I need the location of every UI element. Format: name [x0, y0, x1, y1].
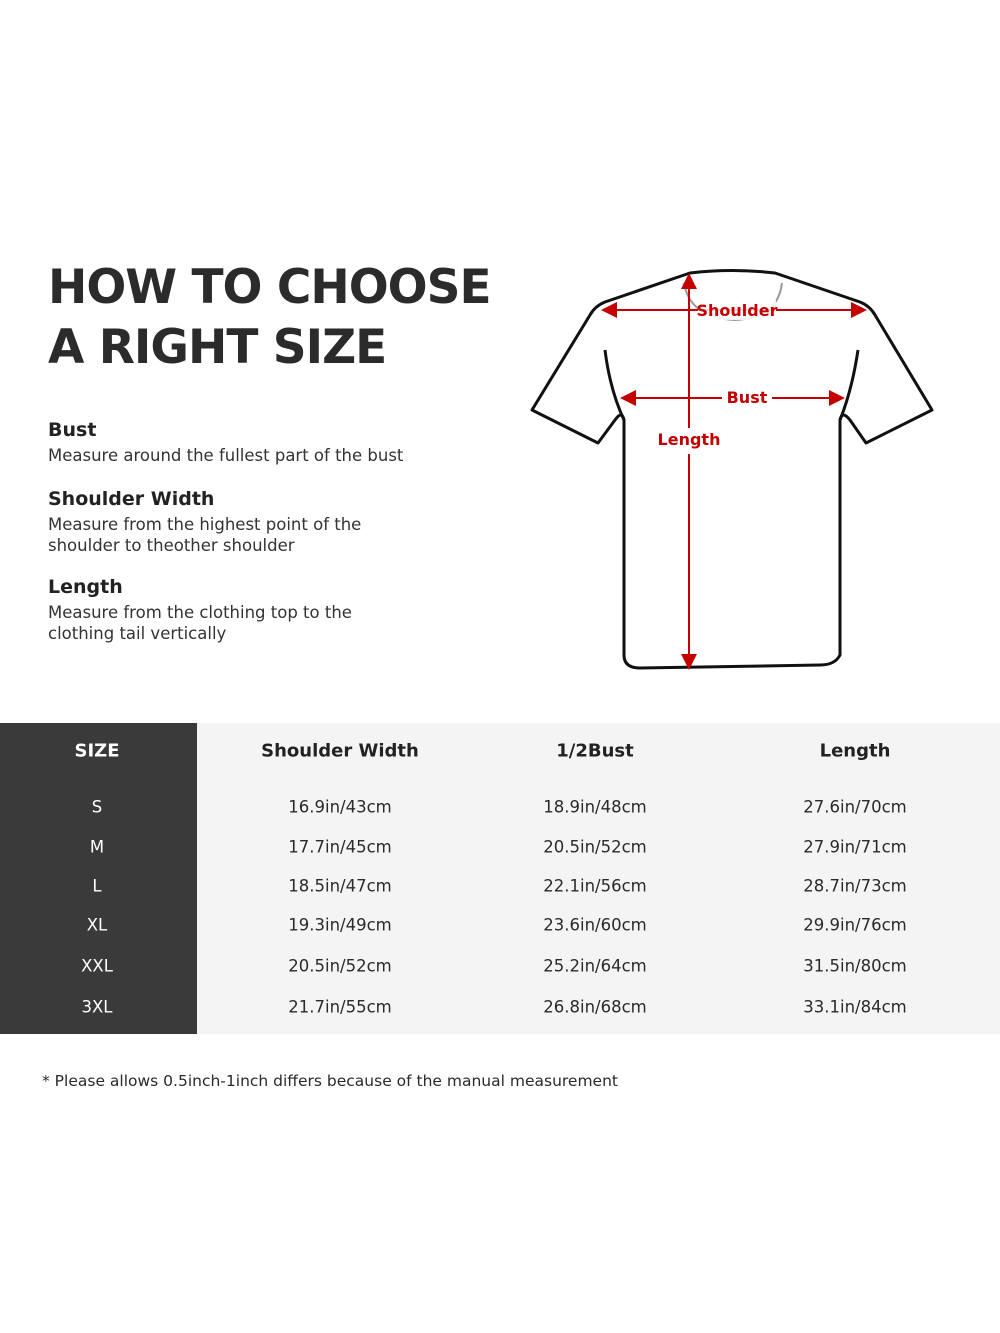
table-cell: 28.7in/73cm	[803, 876, 907, 896]
table-cell: 20.5in/52cm	[543, 837, 647, 857]
size-label: M	[89, 837, 105, 857]
section-heading: Length	[48, 576, 123, 598]
shoulder-label: Shoulder	[697, 301, 778, 320]
size-column	[0, 723, 197, 1034]
size-label: XL	[86, 915, 108, 935]
tshirt-diagram: Shoulder Bust Length	[530, 269, 934, 670]
table-cell: 20.5in/52cm	[288, 956, 392, 976]
measurement-note: * Please allows 0.5inch-1inch differs be…	[42, 1072, 618, 1090]
table-cell: 27.6in/70cm	[803, 797, 907, 817]
table-cell: 27.9in/71cm	[803, 837, 907, 857]
table-cell: 25.2in/64cm	[543, 956, 647, 976]
title-line-1: HOW TO CHOOSE	[48, 260, 492, 315]
column-header: SIZE	[74, 740, 120, 762]
table-cell: 16.9in/43cm	[288, 797, 392, 817]
table-cell: 29.9in/76cm	[803, 915, 907, 935]
column-header: 1/2Bust	[556, 740, 634, 762]
table-cell: 17.7in/45cm	[288, 837, 392, 857]
table-cell: 23.6in/60cm	[543, 915, 647, 935]
bust-section: Bust Measure around the fullest part of …	[48, 417, 438, 466]
left-armhole-seam	[603, 349, 626, 421]
section-text: Measure from the highest point of the sh…	[48, 515, 362, 555]
title-line-2: A RIGHT SIZE	[48, 320, 387, 375]
shoulder-label-backdrop	[698, 300, 776, 320]
section-text: Measure from the clothing top to the clo…	[48, 603, 352, 643]
length-section: Length Measure from the clothing top to …	[48, 574, 388, 644]
length-label-backdrop	[655, 428, 723, 454]
right-armhole-seam	[838, 349, 860, 421]
table-cell: 33.1in/84cm	[803, 997, 907, 1017]
size-label: XXL	[81, 956, 113, 976]
section-heading: Shoulder Width	[48, 488, 215, 510]
table-cell: 22.1in/56cm	[543, 876, 647, 896]
table-cell: 18.5in/47cm	[288, 876, 392, 896]
tshirt-outline	[530, 269, 934, 670]
length-label: Length	[658, 430, 721, 449]
size-label: S	[91, 797, 103, 817]
table-cell: 21.7in/55cm	[288, 997, 392, 1017]
table-cell: 18.9in/48cm	[543, 797, 647, 817]
table-cell: 31.5in/80cm	[803, 956, 907, 976]
size-label: 3XL	[81, 997, 113, 1017]
section-text: Measure around the fullest part of the b…	[48, 446, 404, 465]
size-table: SIZE Shoulder Width 1/2Bust Length S 16.9in/4…	[0, 723, 1000, 1034]
column-header: Length	[819, 740, 891, 762]
bust-label-backdrop	[722, 386, 772, 408]
column-header: Shoulder Width	[261, 740, 419, 762]
size-label: L	[92, 876, 102, 896]
shoulder-section: Shoulder Width Measure from the highest …	[48, 486, 388, 556]
table-cell: 19.3in/49cm	[288, 915, 392, 935]
table-cell: 26.8in/68cm	[543, 997, 647, 1017]
bust-label: Bust	[727, 388, 768, 407]
section-heading: Bust	[48, 419, 97, 441]
page-title: HOW TO CHOOSE A RIGHT SIZE	[48, 258, 492, 378]
